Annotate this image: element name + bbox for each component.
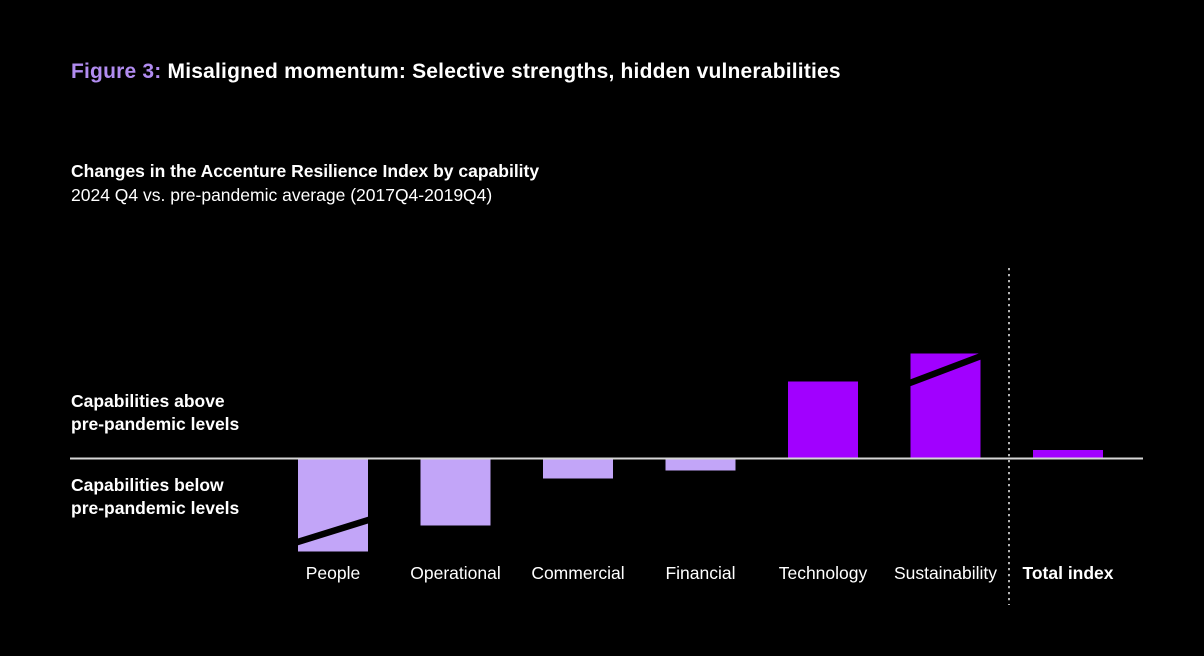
category-label-operational: Operational — [410, 563, 501, 583]
category-label-commercial: Commercial — [531, 563, 625, 583]
annotation-above-line2: pre-pandemic levels — [71, 414, 240, 434]
annotation-above-axis: Capabilities above pre-pandemic levels — [71, 390, 239, 436]
bar-technology — [788, 381, 858, 459]
bar-financial — [665, 458, 736, 471]
category-label-sustainability: Sustainability — [893, 563, 998, 583]
category-label-financial: Financial — [665, 563, 736, 583]
bar-total-index — [1033, 450, 1103, 459]
bar-operational — [420, 458, 491, 526]
annotation-below-axis: Capabilities below pre-pandemic levels — [71, 474, 239, 520]
chart-subtitle-block: Changes in the Accenture Resilience Inde… — [71, 159, 539, 207]
category-label-total-index: Total index — [1022, 563, 1114, 583]
slash-marker-people — [295, 516, 371, 546]
annotation-above-line1: Capabilities above — [71, 391, 225, 411]
chart-title: Changes in the Accenture Resilience Inde… — [71, 161, 540, 181]
bar-commercial — [543, 458, 613, 479]
slash-marker-sustainability — [907, 352, 984, 387]
annotation-below-line1: Capabilities below — [71, 475, 224, 495]
figure-title-text: Misaligned momentum: Selective strengths… — [167, 60, 841, 83]
chart-subtitle: 2024 Q4 vs. pre-pandemic average (2017Q4… — [71, 185, 493, 205]
figure-number-label: Figure 3: — [71, 60, 162, 83]
annotation-below-line2: pre-pandemic levels — [71, 498, 240, 518]
category-label-technology: Technology — [778, 563, 868, 583]
figure-title: Figure 3: Misaligned momentum: Selective… — [71, 60, 841, 84]
category-label-people: People — [305, 563, 361, 583]
